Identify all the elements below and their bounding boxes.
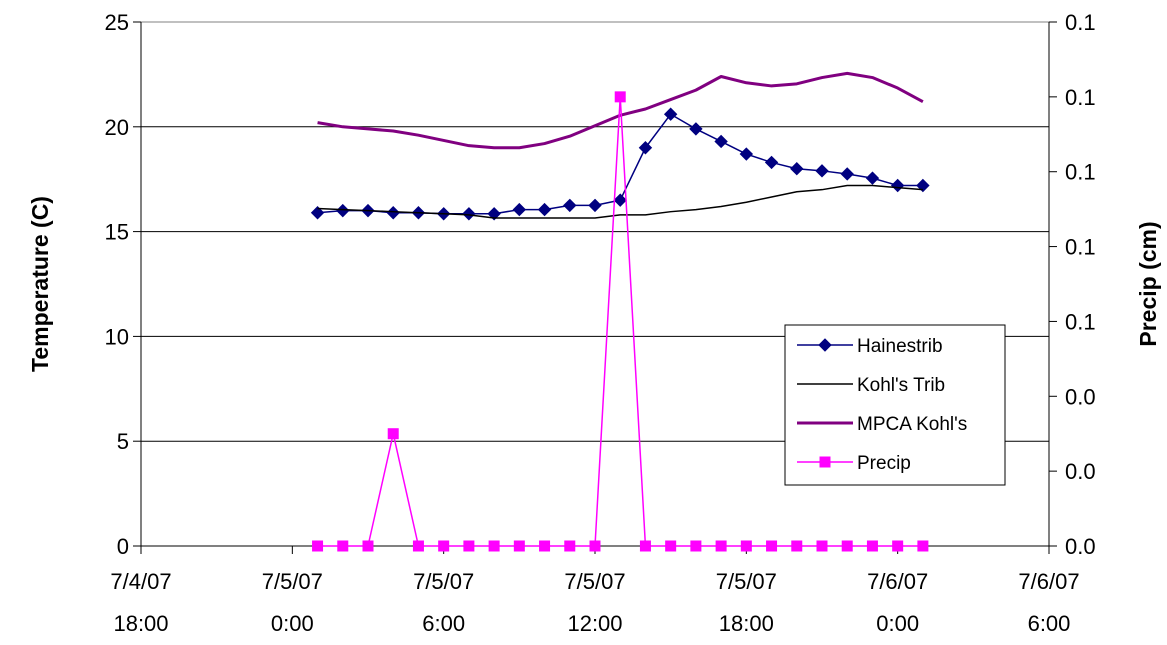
data-point — [312, 540, 324, 552]
data-point — [638, 141, 653, 155]
x-tick-date: 7/5/07 — [564, 569, 625, 594]
data-point — [487, 207, 501, 221]
data-point — [588, 198, 602, 213]
data-point — [663, 107, 678, 121]
data-point — [613, 193, 627, 207]
y-tick-label: 20 — [105, 115, 129, 140]
x-tick-date: 7/5/07 — [413, 569, 474, 594]
series-kohl-s-trib — [317, 184, 923, 219]
data-point — [892, 540, 904, 552]
legend-label: Precip — [857, 453, 911, 474]
data-point — [690, 540, 702, 552]
data-point — [512, 202, 527, 217]
data-point — [462, 207, 476, 221]
x-tick-date: 7/5/07 — [716, 569, 777, 594]
data-point — [463, 540, 475, 552]
data-point — [537, 202, 552, 217]
data-point — [639, 540, 651, 552]
legend: Hainestrib Kohl's Trib MPCA Kohl's Precip — [784, 324, 1006, 486]
x-tick-date: 7/4/07 — [110, 569, 171, 594]
data-point — [890, 178, 905, 193]
data-point — [740, 540, 752, 552]
data-point — [614, 91, 626, 103]
data-point — [739, 147, 754, 161]
y2-tick-label: 0.0 — [1065, 534, 1096, 559]
tick-labels: 0 5 10 15 20 25 0.0 0.0 0.0 0.1 0.1 0.1 0.1 0.1 7/4/07… — [105, 10, 1096, 636]
series-group — [310, 71, 930, 552]
x-tick-time: 18:00 — [719, 611, 774, 636]
series-hainestrib — [310, 107, 930, 221]
y-tick-label: 10 — [105, 324, 129, 349]
data-point — [764, 155, 779, 170]
data-point — [841, 540, 853, 552]
data-point — [816, 540, 828, 552]
legend-label: MPCA Kohl's — [857, 414, 967, 435]
x-tick-time: 6:00 — [1028, 611, 1071, 636]
data-point — [336, 203, 350, 218]
data-point — [337, 540, 349, 552]
y-tick-label: 25 — [105, 10, 129, 35]
data-point — [689, 122, 703, 136]
y-tick-label: 0 — [117, 534, 129, 559]
series-line — [317, 184, 923, 219]
y2-tick-label: 0.0 — [1065, 459, 1096, 484]
y2-axis-title: Precip (cm) — [1135, 221, 1161, 346]
y2-tick-label: 0.1 — [1065, 85, 1096, 110]
data-point — [387, 428, 399, 440]
y-axis-title: Temperature (C) — [27, 196, 53, 372]
data-point — [665, 540, 677, 552]
series-precip — [312, 91, 929, 552]
y2-tick-label: 0.1 — [1065, 309, 1096, 334]
y-tick-label: 5 — [117, 429, 129, 454]
legend-marker — [818, 338, 832, 352]
x-tick-time: 0:00 — [271, 611, 314, 636]
series-mpca-kohl-s — [317, 71, 924, 150]
series-line — [317, 71, 924, 150]
y2-tick-label: 0.1 — [1065, 160, 1096, 185]
data-point — [362, 540, 374, 552]
data-point — [791, 540, 803, 552]
data-point — [815, 164, 829, 178]
legend-label: Hainestrib — [857, 336, 943, 357]
data-point — [916, 178, 930, 193]
data-point — [865, 171, 880, 185]
data-point — [866, 540, 878, 552]
legend-label: Kohl's Trib — [857, 375, 945, 396]
data-point — [412, 540, 424, 552]
data-point — [766, 540, 778, 552]
x-tick-date: 7/6/07 — [867, 569, 928, 594]
x-tick-time: 12:00 — [567, 611, 622, 636]
x-tick-time: 0:00 — [876, 611, 919, 636]
data-point — [488, 540, 500, 552]
data-point — [790, 162, 804, 176]
y-tick-label: 15 — [105, 220, 129, 245]
data-point — [714, 134, 728, 149]
data-point — [564, 540, 576, 552]
x-tick-date: 7/5/07 — [262, 569, 323, 594]
x-tick-time: 6:00 — [422, 611, 465, 636]
data-point — [386, 206, 400, 220]
data-point — [840, 167, 854, 181]
data-point — [513, 540, 525, 552]
data-point — [438, 540, 450, 552]
x-tick-time: 18:00 — [113, 611, 168, 636]
data-point — [563, 198, 577, 213]
data-point — [539, 540, 551, 552]
y2-tick-label: 0.1 — [1065, 10, 1096, 35]
legend-marker — [819, 456, 831, 468]
data-point — [310, 206, 325, 220]
y2-tick-label: 0.1 — [1065, 235, 1096, 260]
y2-tick-label: 0.0 — [1065, 384, 1096, 409]
x-tick-date: 7/6/07 — [1018, 569, 1079, 594]
data-point — [917, 540, 929, 552]
data-point — [715, 540, 727, 552]
data-point — [589, 540, 601, 552]
